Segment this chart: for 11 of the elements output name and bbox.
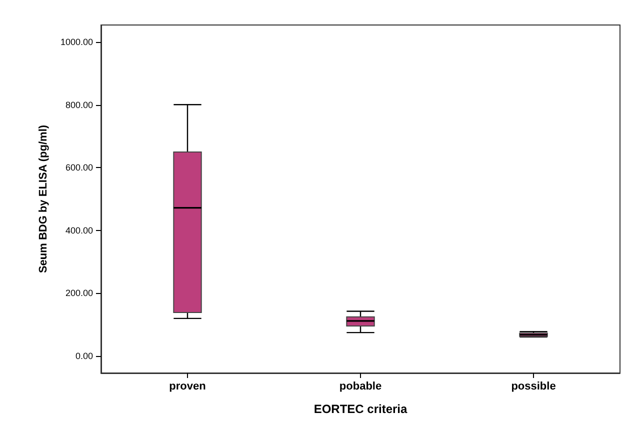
y-tick-label: 400.00 xyxy=(65,225,93,236)
x-tick-label: possible xyxy=(511,380,556,392)
y-tick-label: 0.00 xyxy=(75,350,93,361)
x-tick-label: proven xyxy=(169,380,206,392)
y-tick-label: 200.00 xyxy=(65,288,93,298)
y-tick-label: 1000.00 xyxy=(60,37,93,48)
x-tick-label: pobable xyxy=(339,380,382,392)
x-axis-title: EORTEC criteria xyxy=(314,402,408,416)
y-tick-label: 800.00 xyxy=(65,100,93,110)
y-tick-label: 600.00 xyxy=(65,162,93,173)
y-axis-title: Seum BDG by ELISA (pg/ml) xyxy=(38,124,50,274)
